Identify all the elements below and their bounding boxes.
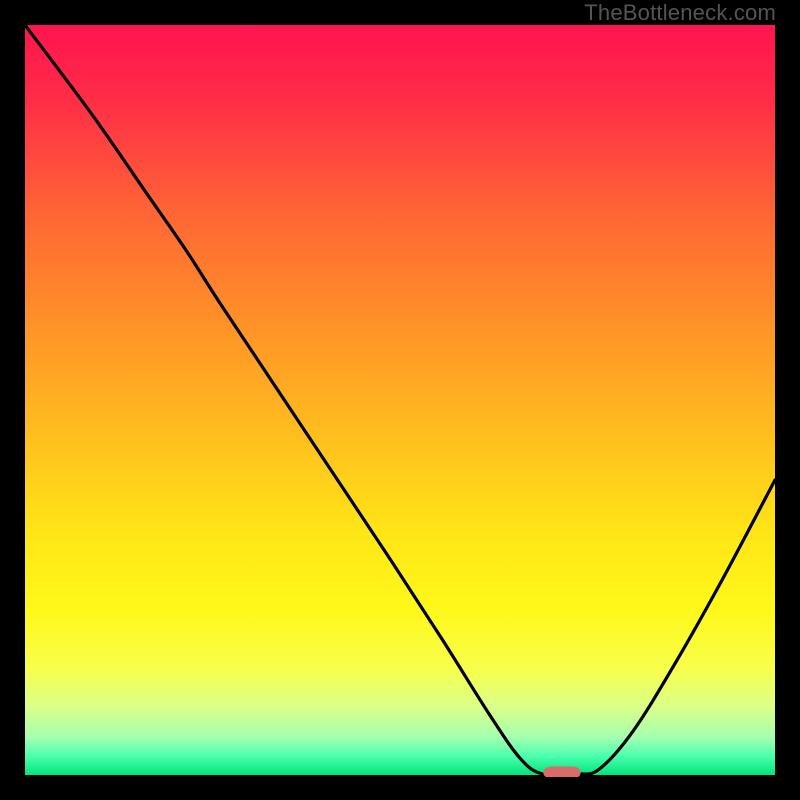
plot-area xyxy=(25,25,775,777)
curve-layer xyxy=(25,25,775,777)
bottleneck-curve xyxy=(25,25,775,775)
minimum-marker xyxy=(543,766,581,777)
watermark-text: TheBottleneck.com xyxy=(584,0,776,26)
chart-frame: TheBottleneck.com xyxy=(0,0,800,800)
